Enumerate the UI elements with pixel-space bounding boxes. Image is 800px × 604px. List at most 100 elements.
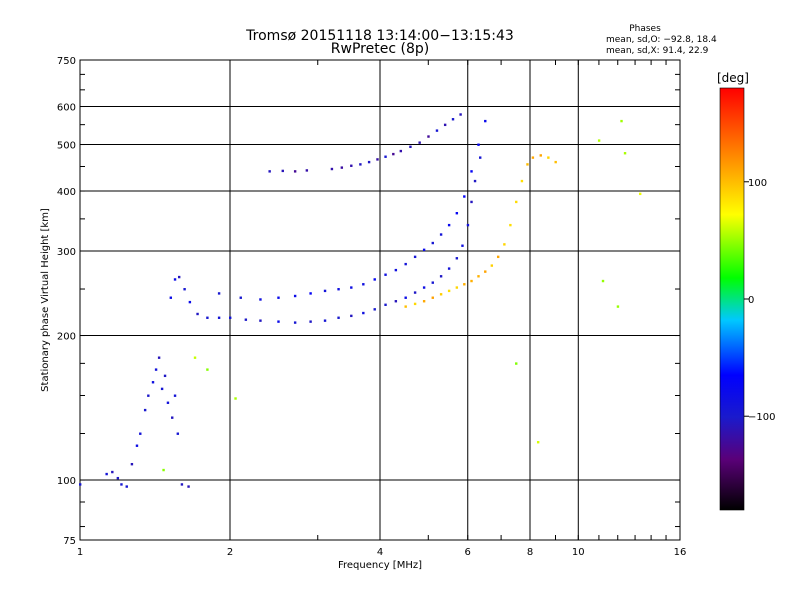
data-point — [477, 275, 480, 278]
data-point — [79, 483, 82, 486]
data-point — [479, 156, 482, 159]
data-point — [484, 270, 487, 273]
data-point — [188, 300, 192, 304]
data-point — [409, 145, 412, 149]
chart-subtitle: RwPretec (8p) — [331, 41, 429, 57]
chart-title: Tromsø 20151118 13:14:00−13:15:43 — [245, 28, 514, 44]
y-tick-label: 200 — [57, 332, 76, 343]
data-point — [193, 356, 197, 359]
y-tick-label: 600 — [57, 103, 76, 114]
y-tick-label: 750 — [57, 56, 76, 67]
data-point — [359, 163, 362, 166]
data-point — [455, 257, 459, 260]
data-point — [531, 156, 535, 159]
y-tick-label: 500 — [57, 141, 76, 152]
y-tick-label: 400 — [57, 187, 76, 198]
data-point — [447, 223, 451, 227]
y-tick-layer: 75 100 200 300 400 500 600 750 — [57, 56, 680, 547]
colorbar-label: [deg] — [717, 71, 749, 85]
data-point — [554, 160, 557, 164]
data-point — [350, 314, 353, 318]
data-point — [470, 200, 473, 204]
data-point — [484, 119, 487, 123]
phase-legend-o-line: mean, sd,O: −92.8, 18.4 — [606, 35, 717, 45]
x-tick-label: 16 — [674, 547, 687, 558]
data-point — [470, 170, 473, 173]
data-point — [515, 362, 518, 365]
data-point — [259, 298, 262, 301]
colorbar-tick-layer: 100 0 −100 — [744, 178, 775, 423]
phase-legend-x-line: mean, sd,X: 91.4, 22.9 — [606, 46, 709, 56]
phase-legend-heading: Phases — [629, 24, 661, 34]
data-point — [305, 169, 309, 172]
colorbar — [719, 87, 745, 511]
data-point — [463, 195, 466, 198]
data-point — [373, 278, 376, 281]
data-point — [183, 288, 186, 291]
data-point — [180, 483, 184, 486]
data-point — [477, 143, 480, 146]
data-point — [455, 286, 459, 289]
data-point — [337, 288, 340, 291]
x-tick-label: 2 — [227, 547, 233, 558]
data-point — [623, 152, 627, 155]
data-point — [116, 476, 120, 480]
colorbar-tick-label: 0 — [748, 295, 754, 306]
data-point — [151, 381, 155, 384]
data-point — [367, 160, 371, 164]
y-axis-title: Stationary phase Virtual Height [km] — [40, 208, 51, 392]
y-tick-label: 75 — [63, 536, 76, 547]
data-point — [439, 293, 443, 296]
data-point — [120, 483, 123, 486]
data-point — [268, 170, 271, 173]
grid-layer — [80, 60, 680, 540]
data-point — [520, 179, 524, 183]
data-point — [413, 255, 417, 259]
data-point — [373, 308, 376, 311]
data-point — [455, 212, 459, 215]
data-point — [173, 278, 177, 281]
data-point — [281, 169, 284, 173]
data-point — [536, 441, 540, 444]
data-point — [509, 223, 512, 227]
data-point — [431, 281, 434, 284]
colorbar-tick-label: 100 — [748, 178, 767, 189]
data-point — [422, 248, 426, 252]
data-point — [439, 233, 443, 236]
data-point — [171, 416, 174, 419]
data-point — [323, 289, 327, 293]
data-point — [384, 155, 387, 158]
data-point — [157, 356, 161, 359]
data-point — [173, 394, 177, 397]
data-point — [404, 305, 407, 308]
data-point — [362, 283, 365, 286]
x-tick-label: 1 — [77, 547, 83, 558]
data-point — [490, 264, 494, 267]
data-point — [234, 397, 237, 400]
data-point — [639, 192, 642, 196]
data-point — [384, 273, 387, 276]
data-point — [293, 170, 297, 173]
data-point — [154, 368, 158, 371]
data-point — [340, 166, 344, 169]
data-point — [162, 468, 165, 472]
data-point — [431, 241, 434, 245]
data-point — [160, 387, 164, 391]
data-point — [473, 179, 477, 183]
data-point — [169, 296, 173, 299]
data-point — [330, 167, 334, 171]
data-point — [547, 156, 550, 159]
data-point — [503, 243, 506, 246]
x-tick-label: 6 — [465, 547, 471, 558]
x-tick-label: 10 — [572, 547, 585, 558]
data-point — [350, 164, 353, 167]
data-point — [362, 311, 365, 315]
data-point — [431, 296, 434, 299]
data-point — [309, 292, 312, 295]
data-point — [163, 374, 167, 378]
data-point — [139, 432, 142, 435]
data-point — [206, 316, 209, 319]
point-layer — [79, 113, 642, 488]
x-axis-title: Frequency [MHz] — [338, 560, 422, 571]
